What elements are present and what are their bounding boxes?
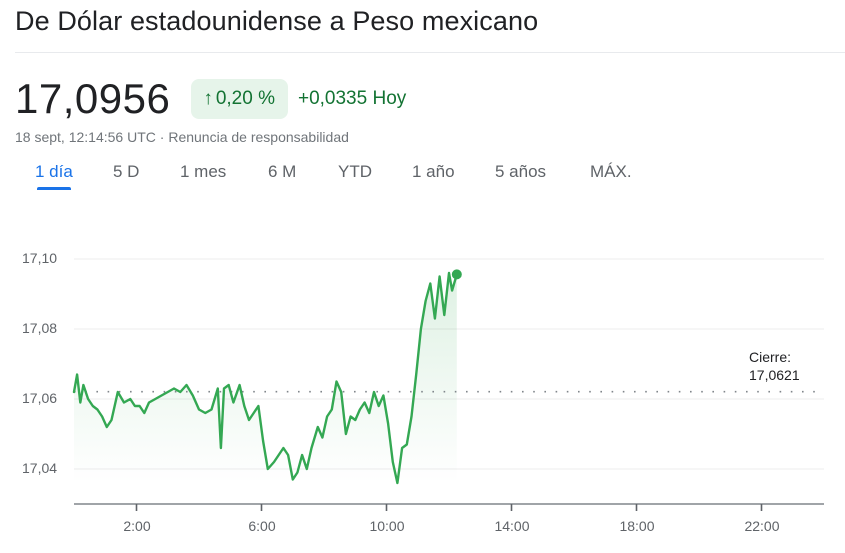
timestamp-row: 18 sept, 12:14:56 UTC · Renuncia de resp… xyxy=(15,129,349,145)
close-label: Cierre: xyxy=(749,349,792,365)
chart-canvas[interactable] xyxy=(0,200,845,553)
chart-area-fill xyxy=(74,273,457,483)
timestamp: 18 sept, 12:14:56 UTC xyxy=(15,129,156,145)
last-price-dot xyxy=(451,269,462,280)
tab-6-m[interactable]: 6 M xyxy=(268,160,296,184)
tab-1-dia[interactable]: 1 día xyxy=(35,160,73,190)
x-tick-label: 14:00 xyxy=(494,518,530,534)
active-tab-indicator xyxy=(37,187,71,190)
x-tick-label: 18:00 xyxy=(619,518,655,534)
y-tick-label: 17,06 xyxy=(22,390,58,406)
tab-1-mes[interactable]: 1 mes xyxy=(180,160,226,184)
y-tick-label: 17,10 xyxy=(22,250,58,266)
tab-label: YTD xyxy=(338,162,372,181)
disclaimer-link[interactable]: Renuncia de responsabilidad xyxy=(168,129,349,145)
x-tick-label: 10:00 xyxy=(369,518,405,534)
current-price: 17,0956 xyxy=(15,75,171,122)
y-tick-label: 17,04 xyxy=(22,460,58,476)
tab-max[interactable]: MÁX. xyxy=(590,160,632,184)
price-chart[interactable]: 17,10 17,08 17,06 17,04 2:00 6:00 10:00 … xyxy=(0,200,845,553)
x-tick-label: 6:00 xyxy=(248,518,276,534)
range-tabs: 1 día 5 D 1 mes 6 M YTD 1 año 5 años MÁX… xyxy=(0,160,660,190)
x-tick-label: 2:00 xyxy=(123,518,151,534)
change-percent: 0,20 % xyxy=(215,88,275,109)
tab-label: 5 años xyxy=(495,162,547,181)
quote-row: 17,0956 ↑ 0,20 % +0,0335 Hoy xyxy=(15,74,406,124)
separator: · xyxy=(155,129,169,145)
page-title: De Dólar estadounidense a Peso mexicano xyxy=(15,6,539,36)
tab-label: 6 M xyxy=(268,162,297,181)
y-tick-label: 17,08 xyxy=(22,320,58,336)
x-tick-label: 22:00 xyxy=(744,518,780,534)
close-annotation: Cierre: 17,0621 xyxy=(749,348,800,384)
change-absolute: +0,0335 Hoy xyxy=(297,88,407,109)
tab-5-anos[interactable]: 5 años xyxy=(495,160,546,184)
tab-ytd[interactable]: YTD xyxy=(338,160,372,184)
tab-label: 1 año xyxy=(412,162,455,181)
tab-1-ano[interactable]: 1 año xyxy=(412,160,455,184)
change-percent-badge: ↑ 0,20 % xyxy=(191,79,288,119)
x-axis-ticks xyxy=(135,504,763,511)
tab-label: 1 mes xyxy=(180,162,227,181)
tab-5-d[interactable]: 5 D xyxy=(113,160,139,184)
price-line xyxy=(72,271,458,485)
tab-label: MÁX. xyxy=(590,162,632,181)
title-divider xyxy=(15,52,845,53)
arrow-up-icon: ↑ xyxy=(203,88,213,109)
tab-label: 1 día xyxy=(35,162,73,181)
tab-label: 5 D xyxy=(113,162,140,181)
close-value: 17,0621 xyxy=(749,367,800,383)
